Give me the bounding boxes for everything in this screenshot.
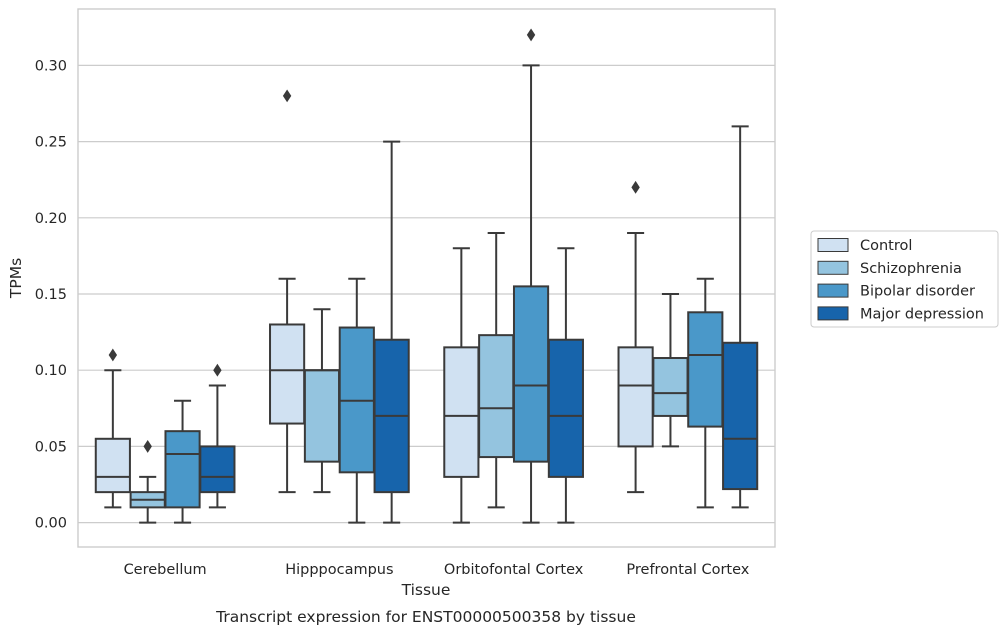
- box-body: [687, 311, 724, 428]
- figure-caption: Transcript expression for ENST0000050035…: [215, 608, 636, 626]
- box-2-3: [547, 247, 584, 524]
- box-1-3: [373, 140, 410, 524]
- box-body: [512, 285, 550, 463]
- legend: Control Schizophrenia Bipolar disorder Majo…: [810, 230, 999, 328]
- outlier-point: [282, 89, 292, 103]
- y-tick-label: 0.05: [35, 439, 67, 455]
- box-body: [547, 338, 584, 478]
- box-2-2: [512, 28, 550, 524]
- box-body: [303, 369, 341, 463]
- outlier-point: [526, 28, 536, 42]
- box-body: [652, 357, 689, 417]
- box-body: [617, 346, 654, 448]
- y-tick-label: 0.30: [35, 58, 67, 74]
- box-body: [269, 323, 306, 425]
- x-tick-label: Prefrontal Cortex: [626, 562, 749, 578]
- boxes: [94, 28, 759, 524]
- box-0-3: [199, 363, 236, 509]
- legend-label: Bipolar disorder: [860, 284, 975, 300]
- box-0-0: [94, 348, 131, 509]
- box-body: [94, 437, 131, 494]
- y-tick-label: 0.10: [35, 363, 67, 379]
- x-axis-label: Tissue: [401, 581, 451, 599]
- x-tick-label: Hipppocampus: [285, 562, 393, 578]
- outlier-point: [143, 439, 152, 453]
- y-tick-label: 0.20: [35, 211, 67, 227]
- legend-frame: [810, 230, 999, 328]
- y-tick-label: 0.25: [35, 135, 67, 151]
- box-3-0: [617, 180, 654, 494]
- y-tick-labels: 0.00 0.05 0.10 0.15 0.20 0.25 0.30: [35, 58, 67, 531]
- box-1-2: [338, 277, 375, 524]
- legend-label: Control: [860, 238, 912, 254]
- x-tick-label: Orbitofontal Cortex: [444, 562, 584, 578]
- box-1-1: [303, 308, 341, 494]
- x-tick-label: Cerebellum: [124, 562, 207, 578]
- box-body: [199, 445, 236, 494]
- legend-swatch: [817, 283, 849, 298]
- plot-frame: [77, 8, 776, 548]
- outlier-point: [631, 180, 640, 194]
- legend-swatch: [817, 238, 849, 252]
- box-0-1: [129, 439, 166, 524]
- outlier-point: [108, 348, 118, 362]
- box-3-1: [652, 293, 689, 448]
- box-body: [722, 341, 759, 491]
- x-tick-labels: Cerebellum Hipppocampus Orbitofontal Corte…: [124, 562, 750, 578]
- y-axis-label: TPMs: [7, 258, 25, 299]
- box-body: [443, 346, 480, 478]
- box-1-0: [269, 89, 306, 494]
- box-2-1: [478, 232, 515, 509]
- box-0-2: [164, 399, 201, 524]
- y-tick-label: 0.00: [35, 516, 67, 532]
- y-tick-label: 0.15: [35, 287, 67, 303]
- legend-label: Major depression: [860, 306, 984, 322]
- legend-swatch: [817, 260, 849, 275]
- box-body: [164, 430, 201, 509]
- legend-swatch: [817, 306, 849, 321]
- box-3-2: [687, 277, 724, 509]
- outlier-point: [213, 363, 222, 377]
- box-3-3: [722, 125, 759, 509]
- box-2-0: [443, 247, 480, 524]
- legend-label: Schizophrenia: [860, 261, 962, 277]
- box-body: [478, 334, 515, 459]
